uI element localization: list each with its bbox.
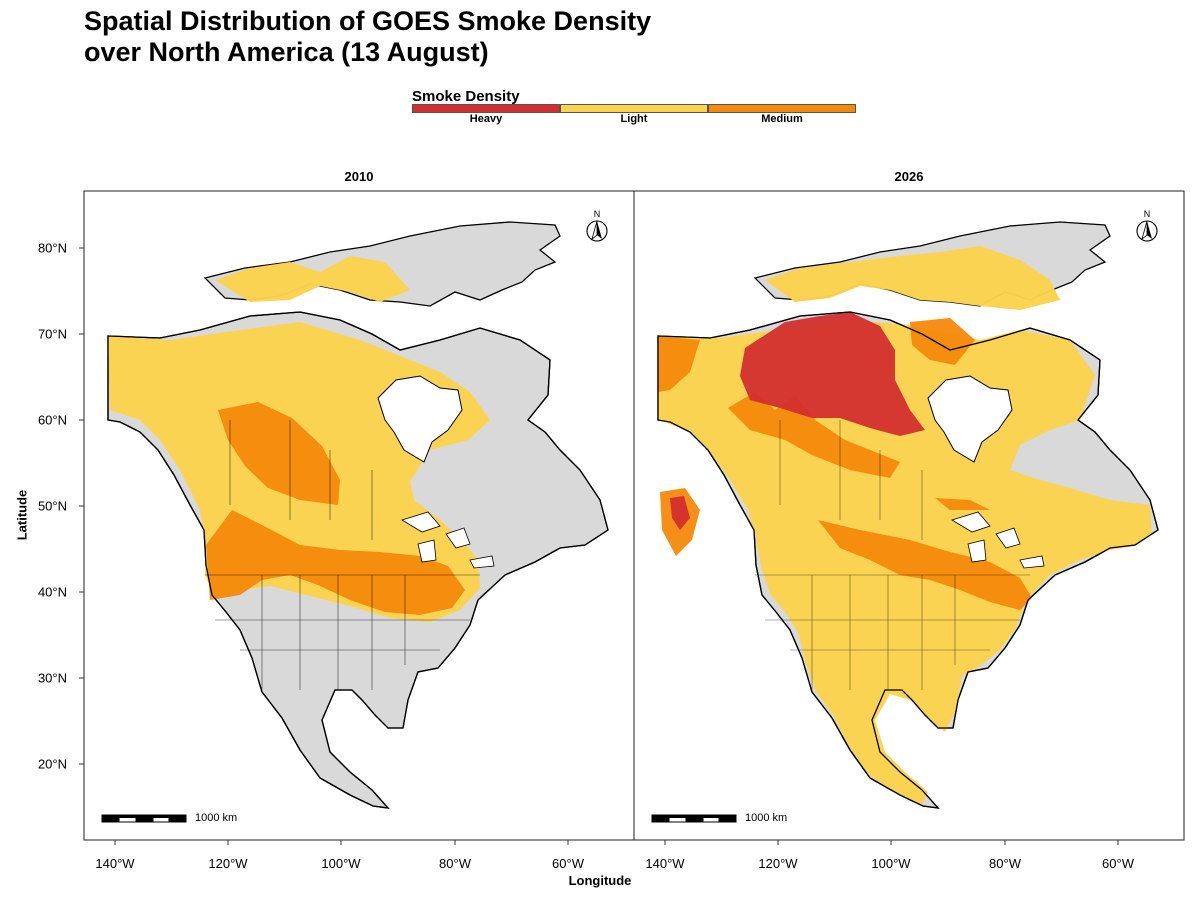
legend-labels: Heavy Light Medium <box>412 113 856 125</box>
lat-tick-20n: 20°N <box>37 756 67 772</box>
lon-tick-60w-right: 60°W <box>1102 856 1134 871</box>
legend: Smoke Density Heavy Light Medium <box>412 88 872 128</box>
panel-frames <box>83 190 1185 841</box>
lon-tick-100w-right: 100°W <box>871 856 911 871</box>
lon-tick-120w-right: 120°W <box>758 856 798 871</box>
political-boundaries-2010 <box>205 420 480 690</box>
lat-tick-30n: 30°N <box>37 670 67 686</box>
lon-tick-140w-left: 140°W <box>95 856 135 871</box>
scale-bar-2026 <box>651 814 737 823</box>
scale-label-2010: 1000 km <box>195 812 238 824</box>
north-arrow-2010: N <box>586 209 608 242</box>
lon-tick-80w-left: 80°W <box>439 856 471 871</box>
lon-tick-80w-right: 80°W <box>989 856 1021 871</box>
lat-tick-40n: 40°N <box>37 584 67 600</box>
north-arrow-2026: N <box>1136 209 1158 242</box>
north-label-2026: N <box>1144 209 1151 219</box>
legend-swatch-heavy <box>412 104 560 113</box>
title-line-1: Spatial Distribution of GOES Smoke Densi… <box>84 6 652 36</box>
legend-swatch-light <box>560 104 708 113</box>
legend-title: Smoke Density <box>412 88 520 105</box>
scale-label-2026: 1000 km <box>745 812 788 824</box>
x-axis-label: Longitude <box>568 873 632 888</box>
political-boundaries-2026 <box>755 420 1030 690</box>
lon-tick-60w-left: 60°W <box>552 856 584 871</box>
map-panel-2026 <box>634 191 1184 840</box>
smoke-light-islands-2026 <box>765 246 1060 310</box>
legend-bar <box>412 104 856 113</box>
panel-title-right: 2026 <box>894 169 924 184</box>
lon-tick-100w-left: 100°W <box>321 856 361 871</box>
scale-bar-2010 <box>101 814 187 823</box>
lat-tick-60n: 60°N <box>37 412 67 428</box>
title-line-2: over North America (13 August) <box>84 37 489 67</box>
legend-label-medium: Medium <box>761 113 803 125</box>
lat-tick-50n: 50°N <box>37 498 67 514</box>
legend-label-heavy: Heavy <box>469 113 503 125</box>
panel-title-left: 2010 <box>344 169 374 184</box>
axis-tick-marks <box>79 247 1119 845</box>
chart-title: Spatial Distribution of GOES Smoke Densi… <box>84 6 651 68</box>
map-panel-2010 <box>84 191 634 840</box>
y-axis-label: Latitude <box>14 489 30 541</box>
lat-tick-70n: 70°N <box>37 326 67 342</box>
lon-tick-120w-left: 120°W <box>208 856 248 871</box>
north-label-2010: N <box>594 209 601 219</box>
lat-tick-80n: 80°N <box>37 240 67 256</box>
legend-label-light: Light <box>620 113 648 125</box>
legend-swatch-medium <box>708 104 856 113</box>
lon-tick-140w-right: 140°W <box>645 856 685 871</box>
smoke-light-islands-2010 <box>215 256 410 302</box>
